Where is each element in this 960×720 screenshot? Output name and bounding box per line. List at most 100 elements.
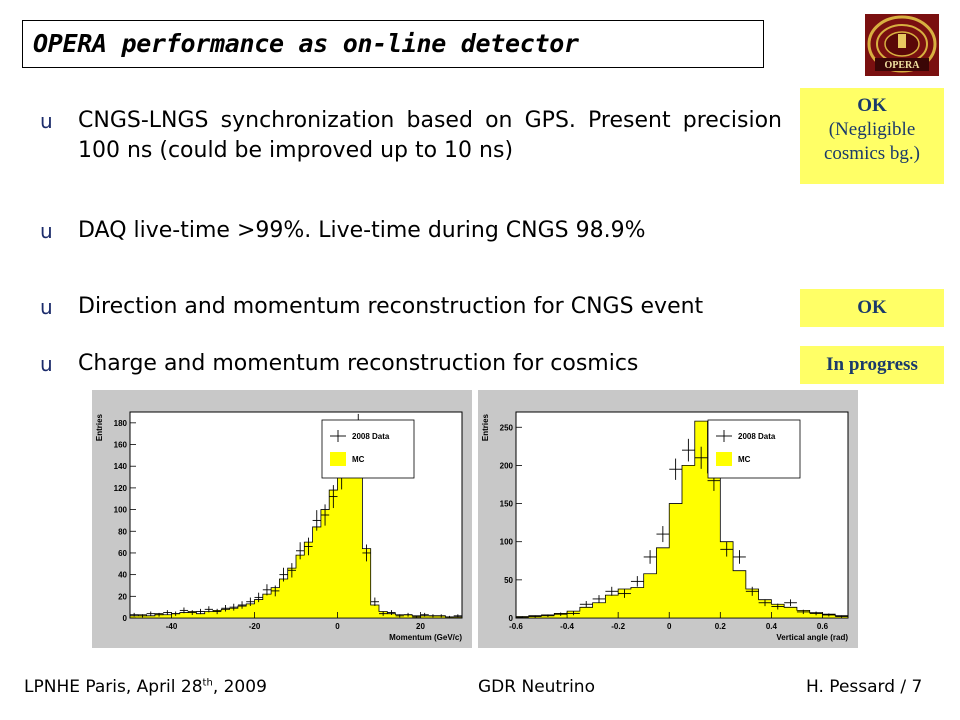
x-tick-label: 0: [335, 622, 340, 631]
footer-venue-sup: th: [202, 677, 213, 689]
y-tick-label: 180: [114, 419, 128, 428]
data-point: [528, 615, 542, 618]
data-point: [437, 614, 446, 618]
legend-mc-swatch: [716, 452, 732, 466]
y-tick-label: 50: [504, 576, 513, 585]
data-point: [669, 458, 682, 480]
logo-text: OPERA: [885, 60, 921, 71]
x-tick-label: -0.2: [611, 622, 625, 631]
data-point: [745, 586, 759, 596]
data-point: [362, 544, 371, 562]
data-point: [370, 597, 379, 606]
data-point: [171, 611, 180, 616]
data-point: [279, 567, 288, 582]
data-point: [204, 606, 213, 613]
data-point: [420, 612, 429, 617]
y-tick-label: 140: [114, 462, 128, 471]
data-point: [287, 563, 296, 578]
data-point: [516, 616, 529, 618]
y-tick-label: 0: [509, 614, 514, 623]
y-tick-label: 40: [118, 571, 127, 580]
data-point: [387, 610, 396, 616]
x-tick-label: 0.2: [715, 622, 727, 631]
data-point: [395, 614, 404, 618]
data-point: [618, 589, 631, 598]
y-tick-label: 160: [114, 441, 128, 450]
y-tick-label: 100: [114, 506, 128, 515]
y-tick-label: 120: [114, 484, 128, 493]
data-point: [412, 615, 421, 618]
angle-histogram-svg: -0.6 -0.4 -0.2 0 0.2 0.4 0.6 0 50 100 150 200 250 Ver…: [481, 411, 849, 642]
data-point: [822, 613, 836, 617]
y-tick-label: 0: [123, 614, 128, 623]
data-point: [146, 611, 155, 616]
data-point: [254, 592, 263, 603]
footer-venue: LPNHE Paris, April 28th, 2009: [24, 677, 267, 697]
data-point: [694, 446, 708, 469]
data-point: [246, 597, 255, 606]
status-line: (Negligible: [828, 119, 916, 140]
footer-venue-text: LPNHE Paris, April 28: [24, 677, 203, 697]
mc-histogram: [129, 441, 463, 619]
data-point: [630, 576, 644, 587]
legend-mc-swatch: [330, 452, 346, 466]
bullet-sync: u CNGS-LNGS synchronization based on GPS…: [40, 106, 782, 170]
legend-box: [707, 419, 801, 479]
y-tick-label: 250: [500, 423, 514, 432]
data-point: [835, 615, 848, 618]
data-point: [312, 510, 321, 531]
legend: 2008 Data MC: [321, 419, 415, 479]
y-tick-label: 100: [500, 538, 514, 547]
bullet-mark-icon: u: [40, 219, 53, 243]
momentum-histogram: -40 -20 0 20 0 20 40 60 80 100 120 140 160 180 Momentu…: [92, 390, 472, 648]
data-point: [771, 603, 785, 610]
data-point: [262, 584, 272, 596]
y-axis-label: Entries: [95, 413, 104, 441]
data-point: [758, 599, 772, 607]
bullet-text: DAQ live-time >99%. Live-time during CNG…: [78, 218, 646, 243]
data-point: [179, 607, 189, 614]
data-point: [541, 614, 555, 618]
data-point: [237, 601, 247, 609]
data-point: [329, 485, 338, 509]
footer-venue-year: , 2009: [212, 677, 267, 697]
data-point: [221, 604, 230, 612]
data-point: [304, 537, 313, 556]
y-axis-label: Entries: [481, 413, 490, 441]
angle-histogram: -0.6 -0.4 -0.2 0 0.2 0.4 0.6 0 50 100 150 200 250 Ver…: [478, 390, 858, 648]
data-point: [733, 550, 746, 564]
y-tick-label: 200: [500, 461, 514, 470]
y-tick-label: 60: [118, 549, 127, 558]
data-point: [379, 611, 388, 616]
y-tick-label: 80: [118, 527, 127, 536]
data-point: [605, 586, 619, 596]
data-point: [403, 612, 413, 617]
footer-event: GDR Neutrino: [478, 677, 595, 697]
status-line: OK: [857, 95, 887, 116]
bullet-mark-icon: u: [40, 109, 53, 133]
data-point: [229, 603, 238, 611]
x-axis-label: Vertical angle (rad): [776, 633, 848, 642]
data-point: [784, 599, 797, 607]
data-point: [554, 612, 568, 616]
legend-label: 2008 Data: [738, 432, 776, 441]
legend-label: MC: [352, 455, 365, 464]
bullet-mark-icon: u: [40, 352, 53, 376]
data-point: [656, 526, 670, 543]
legend: 2008 Data MC: [707, 419, 801, 479]
data-point: [796, 609, 810, 615]
status-badge-direction: OK: [800, 289, 944, 327]
data-point: [320, 504, 330, 526]
opera-logo-icon: OPERA: [865, 14, 939, 76]
data-point: [138, 614, 147, 618]
x-tick-label: -40: [166, 622, 178, 631]
legend-label: MC: [738, 455, 751, 464]
data-point: [445, 615, 454, 618]
data-point: [130, 612, 139, 617]
y-tick-label: 150: [500, 500, 514, 509]
data-point: [154, 612, 164, 617]
legend-box: [321, 419, 415, 479]
data-point: [271, 585, 280, 597]
title-box: OPERA performance as on-line detector: [22, 20, 764, 68]
data-point: [163, 610, 172, 616]
